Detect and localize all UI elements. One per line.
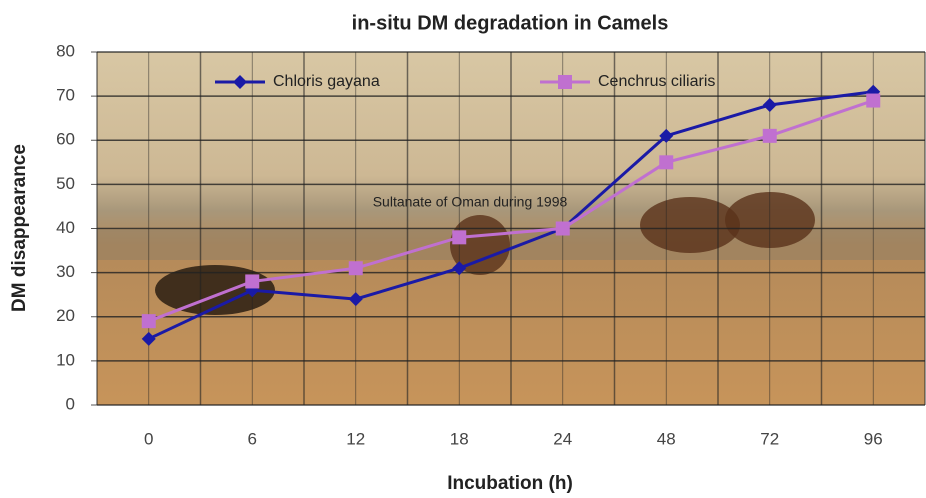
- camel-silhouette: [640, 197, 740, 253]
- x-tick-label: 18: [450, 429, 469, 448]
- y-tick-label: 20: [56, 306, 75, 325]
- data-point: [349, 261, 363, 275]
- x-tick-label: 24: [553, 429, 572, 448]
- data-point: [763, 129, 777, 143]
- data-point: [245, 274, 259, 288]
- data-point: [558, 75, 572, 89]
- data-point: [452, 230, 466, 244]
- y-tick-label: 10: [56, 350, 75, 369]
- y-tick-label: 80: [56, 41, 75, 60]
- annotation: Sultanate of Oman during 1998: [373, 194, 568, 210]
- legend-label: Chloris gayana: [273, 73, 380, 90]
- chart-title: in-situ DM degradation in Camels: [352, 12, 669, 34]
- x-tick-label: 6: [248, 429, 257, 448]
- y-axis-label: DM disappearance: [9, 144, 30, 312]
- data-point: [142, 314, 156, 328]
- legend-label: Cenchrus ciliaris: [598, 73, 715, 90]
- x-tick-label: 72: [760, 429, 779, 448]
- data-point: [866, 94, 880, 108]
- y-tick-label: 50: [56, 174, 75, 193]
- x-tick-label: 96: [864, 429, 883, 448]
- y-tick-label: 0: [66, 394, 75, 413]
- x-tick-label: 12: [346, 429, 365, 448]
- y-tick-label: 70: [56, 86, 75, 105]
- x-tick-label: 48: [657, 429, 676, 448]
- y-tick-label: 60: [56, 130, 75, 149]
- x-tick-label: 0: [144, 429, 153, 448]
- chart: in-situ DM degradation in Camels Sultana…: [0, 0, 926, 498]
- y-tick-label: 30: [56, 262, 75, 281]
- y-tick-label: 40: [56, 218, 75, 237]
- page: {"chart_data": {"type": "line", "title":…: [0, 0, 926, 498]
- data-point: [556, 222, 570, 236]
- x-axis-label: Incubation (h): [447, 473, 573, 494]
- data-point: [659, 155, 673, 169]
